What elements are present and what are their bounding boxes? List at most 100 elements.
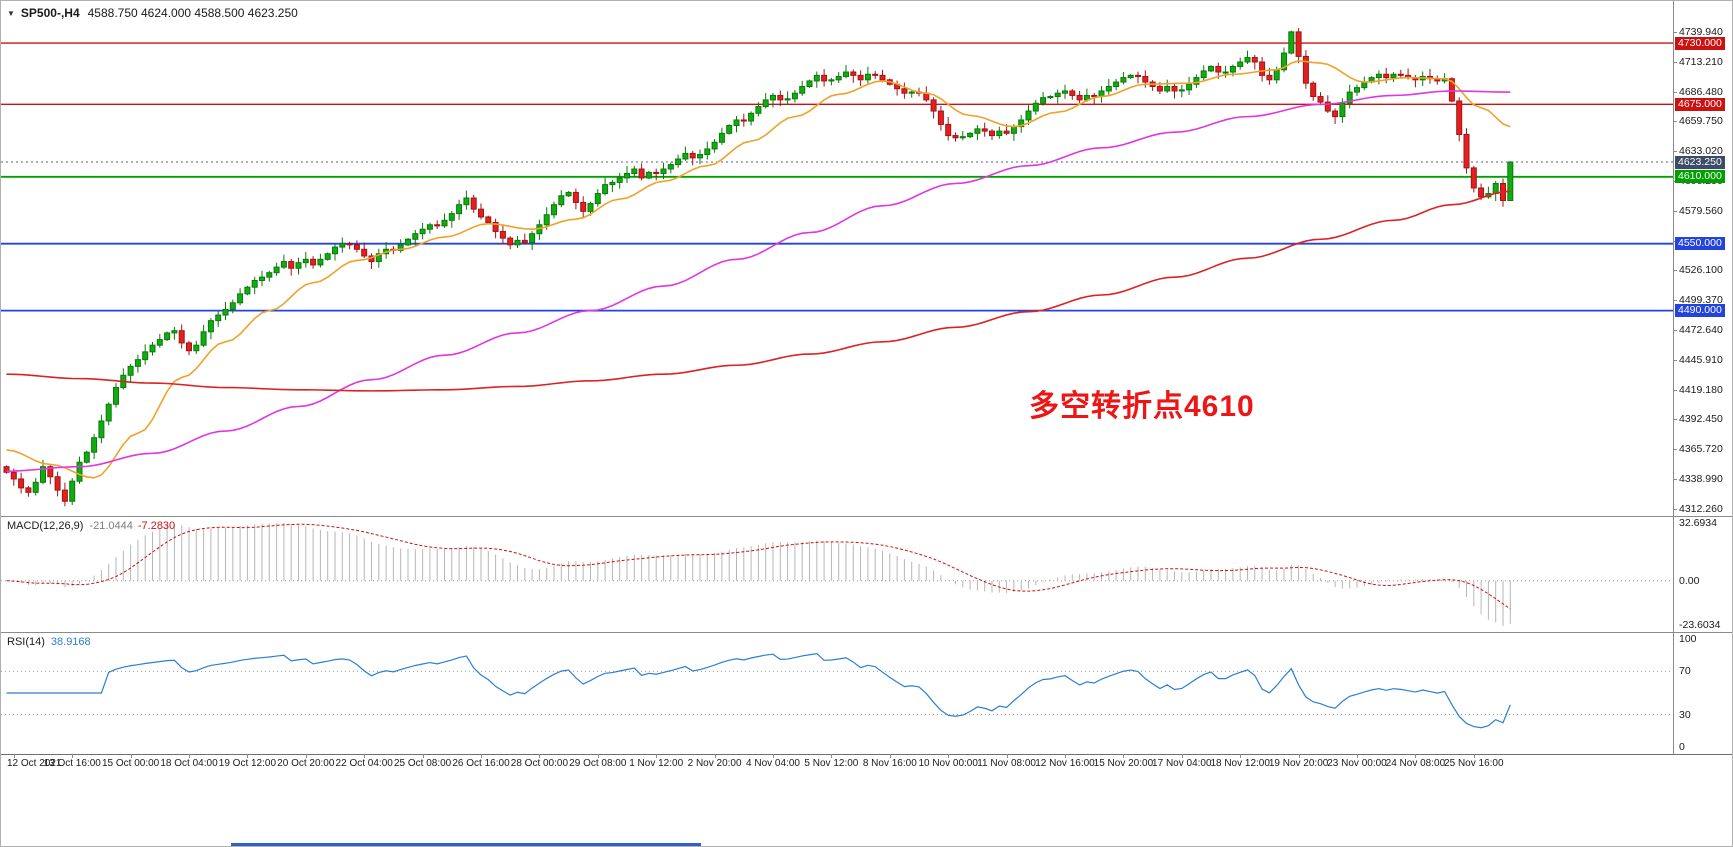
candles[interactable] (3, 28, 1514, 507)
price-tick-mark (1673, 31, 1677, 33)
price-tick-label: 4312.260 (1679, 502, 1723, 515)
time-tick-mark (831, 754, 833, 758)
price-tick-mark (1673, 121, 1677, 123)
price-tick-mark (1673, 389, 1677, 391)
time-axis-label: 25 Oct 08:00 (393, 758, 452, 769)
time-axis-label: 12 Oct 2021 (7, 758, 62, 769)
time-axis-label: 18 Oct 04:00 (160, 758, 218, 769)
price-tick-label: 4392.450 (1679, 413, 1723, 426)
price-tick-label: 4633.020 (1679, 145, 1723, 158)
macd-name: MACD(12,26,9) (7, 520, 84, 532)
time-tick-mark (773, 754, 774, 758)
horizontal-scrollbar-thumb[interactable] (231, 843, 701, 846)
time-axis-label: 10 Nov 00:00 (918, 758, 978, 769)
time-tick-mark (481, 754, 482, 758)
time-tick-mark (1240, 754, 1242, 758)
macd-zero-label: 0.00 (1679, 574, 1700, 587)
time-tick-mark (539, 754, 541, 758)
panel-separator-rsi[interactable] (1, 632, 1732, 633)
macd-panel[interactable] (1, 517, 1673, 632)
rsi-line (6, 652, 1511, 729)
price-tick-label: 4472.640 (1679, 323, 1723, 336)
time-axis-label: 28 Oct 00:00 (510, 758, 569, 769)
price-tick-mark (1673, 210, 1677, 212)
price-tick-label: 4499.370 (1679, 294, 1723, 307)
price-line-badge: 4550.000 (1675, 237, 1725, 251)
time-axis-label: 2 Nov 20:00 (687, 758, 742, 769)
price-tick-label: 4686.480 (1679, 85, 1723, 98)
ma-slow-line[interactable] (6, 190, 1511, 392)
price-tick-label: 4338.990 (1679, 472, 1723, 485)
time-axis-label: 4 Nov 04:00 (746, 758, 800, 769)
time-tick-mark (364, 754, 366, 758)
time-axis-label: 25 Nov 16:00 (1444, 758, 1504, 769)
time-tick-mark (130, 754, 132, 758)
collapse-arrow-icon[interactable]: ▼ (7, 9, 15, 18)
time-axis-label: 17 Nov 04:00 (1152, 758, 1212, 769)
rsi-name: RSI(14) (7, 636, 45, 648)
macd-min-label: -23.6034 (1679, 619, 1721, 631)
price-line-badge: 4610.000 (1675, 170, 1725, 184)
price-tick-label: 4739.940 (1679, 25, 1723, 38)
rsi-value: 38.9168 (50, 636, 91, 648)
time-tick-mark (1181, 754, 1183, 758)
price-tick-mark (1673, 419, 1677, 421)
time-tick-mark (305, 754, 307, 758)
symbol-timeframe-label: SP500-,H4 (20, 6, 80, 20)
time-tick-mark (13, 754, 15, 758)
time-axis-label: 5 Nov 12:00 (804, 758, 859, 769)
rsi-panel[interactable] (1, 633, 1673, 754)
time-tick-mark (597, 754, 599, 758)
time-axis-label: 19 Oct 12:00 (218, 758, 277, 769)
macd-label: MACD(12,26,9) -21.0444 -7.2830 (7, 520, 175, 532)
time-axis-label: 29 Oct 08:00 (569, 758, 627, 769)
price-tick-mark (1673, 151, 1677, 153)
time-axis-label: 15 Nov 20:00 (1093, 758, 1154, 769)
rsi-axis-label: 70 (1679, 665, 1691, 678)
time-tick-mark (422, 754, 424, 758)
rsi-axis-label: 0 (1679, 741, 1685, 753)
time-axis-label: 22 Oct 04:00 (335, 758, 393, 769)
time-tick-mark (948, 754, 950, 758)
time-tick-mark (72, 754, 74, 758)
time-tick-mark (1123, 754, 1125, 758)
price-line-badge: 4675.000 (1675, 97, 1725, 111)
price-tick-mark (1673, 91, 1677, 93)
time-tick-mark (714, 754, 716, 758)
ma-mid-line[interactable] (6, 90, 1511, 472)
price-tick-label: 4713.210 (1679, 55, 1723, 68)
price-tick-mark (1673, 359, 1677, 361)
macd-value-signal: -7.2830 (137, 520, 176, 532)
price-line-badge: 4490.000 (1675, 304, 1725, 318)
time-axis-label: 12 Nov 16:00 (1035, 758, 1095, 769)
price-tick-label: 4445.910 (1679, 353, 1723, 366)
ma-fast-line[interactable] (6, 60, 1511, 479)
price-tick-label: 4365.720 (1679, 443, 1723, 456)
time-axis-label: 11 Nov 08:00 (977, 758, 1036, 769)
time-axis-label: 18 Nov 12:00 (1210, 758, 1270, 769)
panel-separator-macd[interactable] (1, 516, 1732, 517)
rsi-axis-label: 30 (1679, 708, 1691, 721)
chart-title: ▼ SP500-,H4 4588.750 4624.000 4588.500 462… (7, 6, 298, 20)
time-axis-label: 13 Oct 16:00 (43, 758, 101, 769)
time-axis-label: 26 Oct 16:00 (452, 758, 510, 769)
price-tick-mark (1673, 61, 1677, 63)
time-tick-mark (1065, 754, 1066, 758)
time-tick-mark (656, 754, 658, 758)
rsi-label: RSI(14) 38.9168 (7, 636, 91, 648)
time-tick-mark (247, 754, 249, 758)
time-axis-label: 23 Nov 00:00 (1327, 758, 1387, 769)
macd-signal-line (6, 523, 1511, 610)
time-axis-label: 1 Nov 12:00 (629, 758, 684, 769)
time-tick-mark (189, 754, 190, 758)
time-tick-mark (1473, 754, 1475, 758)
time-axis-label: 24 Nov 08:00 (1385, 758, 1446, 769)
current-price-badge: 4623.250 (1675, 155, 1725, 169)
candlestick-chart[interactable] (1, 1, 1673, 516)
time-axis-line (1, 754, 1732, 755)
rsi-axis-label: 100 (1679, 633, 1697, 645)
time-axis-label: 8 Nov 16:00 (862, 758, 917, 769)
macd-max-label: 32.6934 (1679, 517, 1717, 529)
time-tick-mark (889, 754, 891, 758)
